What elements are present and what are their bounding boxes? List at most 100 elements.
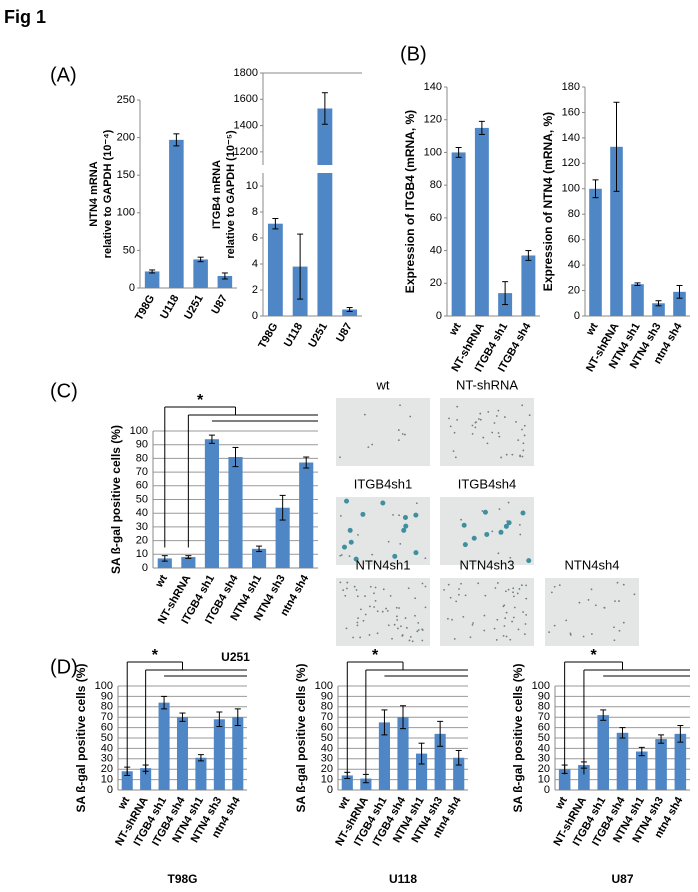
cell: [367, 446, 370, 449]
cell: [524, 623, 527, 625]
cell: [497, 552, 500, 555]
y-tick-label: 0: [107, 784, 113, 796]
cell: [522, 449, 525, 452]
bar: [558, 769, 571, 790]
cell: [461, 522, 467, 528]
cell: [504, 617, 507, 620]
cell: [396, 615, 398, 618]
cell: [582, 635, 585, 638]
cell: [380, 500, 386, 506]
cell: [613, 626, 615, 629]
cell: [512, 591, 514, 594]
cell: [457, 593, 460, 596]
y-tick-label: 20: [568, 284, 580, 296]
cell: [352, 636, 355, 639]
x-tick-label: U118: [282, 321, 305, 349]
y-axis-label: relative to GAPDH (10⁻⁵): [225, 130, 237, 259]
bar: [474, 127, 489, 317]
y-tick-label: 0: [327, 784, 333, 796]
y-tick-label: 10: [101, 774, 113, 786]
bar: [157, 558, 172, 568]
y-tick-label: 140: [562, 132, 580, 144]
y-tick-label: 0: [436, 310, 442, 322]
y-tick-label: 40: [321, 742, 333, 754]
cell: [453, 431, 456, 434]
cell: [397, 439, 400, 442]
y-tick-label: 60: [136, 480, 148, 492]
cell: [613, 639, 616, 642]
x-tick-label: wt: [584, 321, 601, 339]
cell: [603, 606, 606, 609]
cell: [381, 610, 384, 613]
cell: [408, 639, 411, 642]
cell: [462, 615, 465, 618]
bar: [158, 702, 170, 790]
cell: [482, 436, 485, 439]
cell: [401, 433, 404, 435]
cell: [456, 418, 459, 421]
cell: [340, 554, 343, 556]
cell: [414, 597, 417, 600]
cell: [518, 523, 521, 526]
bar: [341, 775, 353, 790]
cell: [479, 418, 482, 421]
cell: [524, 633, 526, 636]
cell: [401, 634, 404, 636]
bar: [416, 753, 428, 790]
y-tick-label: 50: [321, 732, 333, 744]
cell: [496, 618, 499, 621]
cell: [357, 533, 359, 536]
y-axis-label: SA ß-gal positive cells (%): [294, 664, 308, 813]
cell: [339, 456, 341, 459]
cell: [521, 455, 524, 458]
cell: [502, 634, 505, 637]
cell: [407, 587, 410, 590]
y-tick-label: 80: [101, 701, 113, 713]
bar: [453, 757, 465, 790]
cell: [505, 635, 508, 638]
micrograph-label: NT-shRNA: [456, 377, 518, 392]
cell: [415, 502, 418, 505]
y-tick-label: 40: [538, 742, 550, 754]
cell: [397, 429, 400, 431]
cell: [471, 623, 474, 626]
cell: [504, 590, 507, 593]
bar: [204, 439, 219, 568]
x-axis-label: U251: [221, 650, 250, 664]
y-axis-label: NTN4 mRNA: [88, 161, 100, 226]
y-tick-label: 120: [424, 114, 442, 126]
bar: [655, 739, 667, 790]
y-tick-label: 50: [538, 732, 550, 744]
cell: [340, 514, 342, 517]
micrograph: [440, 398, 534, 466]
cell: [399, 542, 402, 545]
bar: [267, 223, 283, 316]
cell: [455, 600, 458, 603]
y-tick-label: 50: [101, 732, 113, 744]
cell: [498, 508, 501, 511]
y-axis-label: Expression of ITGB4 (mRNA, %): [403, 110, 417, 293]
cell: [497, 409, 500, 412]
cell: [477, 418, 480, 420]
y-tick-label: 200: [117, 132, 135, 144]
cell: [364, 595, 366, 598]
cell: [376, 610, 379, 613]
bar: [631, 284, 644, 316]
cell: [517, 439, 520, 442]
x-tick-label: T98G: [133, 293, 157, 323]
x-tick-label: wt: [447, 321, 464, 339]
bar: [232, 717, 244, 790]
cell: [391, 637, 393, 640]
cell: [456, 405, 459, 408]
y-tick-label: 100: [424, 146, 442, 158]
cell: [371, 553, 374, 556]
cell: [452, 450, 455, 453]
cell: [497, 432, 500, 434]
y-tick-label: 1600: [234, 93, 258, 105]
cell: [494, 587, 497, 589]
y-tick-label: 50: [136, 493, 148, 505]
cell: [522, 442, 525, 445]
cell: [482, 509, 488, 515]
cell: [464, 594, 467, 597]
cell: [359, 636, 362, 639]
